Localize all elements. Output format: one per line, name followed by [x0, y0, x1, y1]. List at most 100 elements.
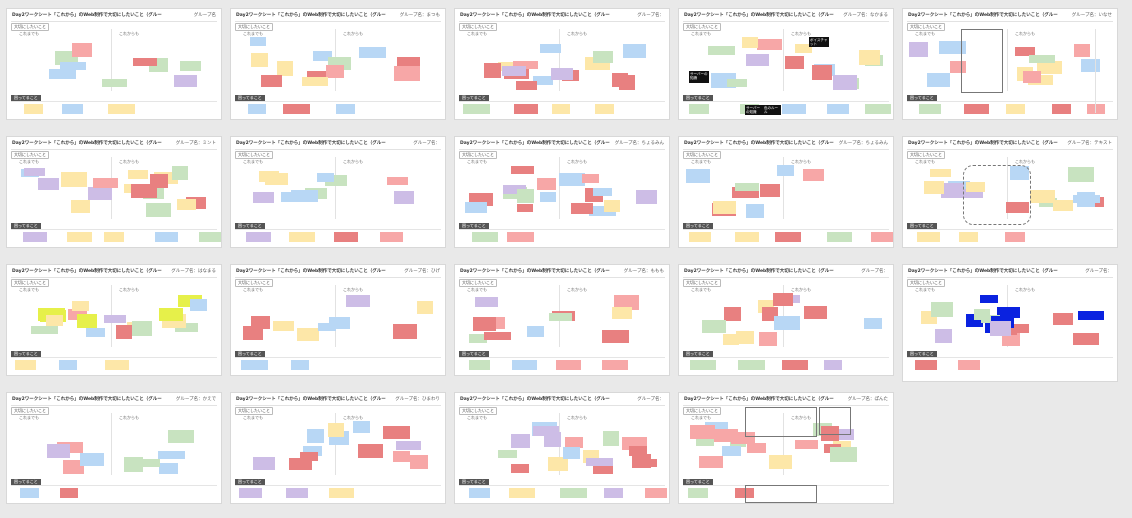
sticky-note[interactable] — [742, 37, 758, 48]
sticky-note[interactable] — [135, 459, 160, 467]
sticky-note[interactable] — [472, 232, 498, 242]
sticky-note[interactable] — [1037, 61, 1062, 74]
sticky-note[interactable] — [917, 232, 940, 242]
sticky-note[interactable] — [517, 189, 534, 203]
sticky-note[interactable] — [696, 438, 714, 446]
sticky-note[interactable] — [393, 324, 417, 339]
worksheet-frame[interactable]: Day2ワークシート「これから」のWeb制作で大切にしたいこと（グループワーク）… — [6, 264, 222, 376]
worksheet-frame[interactable]: Day2ワークシート「これから」のWeb制作で大切にしたいこと（グループワーク）… — [6, 8, 222, 120]
sticky-note[interactable] — [326, 65, 344, 78]
sticky-note[interactable] — [38, 178, 59, 190]
sticky-note[interactable] — [735, 232, 759, 242]
sticky-note[interactable] — [551, 68, 573, 80]
sticky-note[interactable] — [72, 301, 89, 311]
worksheet-frame[interactable]: Day2ワークシート「これから」のWeb制作で大切にしたいこと（グループワーク）… — [678, 136, 894, 248]
sticky-note[interactable] — [559, 173, 585, 186]
sticky-note[interactable] — [927, 73, 950, 87]
sticky-note[interactable] — [689, 232, 711, 242]
sticky-note[interactable] — [302, 77, 328, 86]
sticky-note[interactable] — [713, 201, 736, 214]
sticky-note[interactable] — [612, 307, 632, 319]
sticky-note[interactable] — [821, 426, 839, 441]
worksheet-frame[interactable]: Day2ワークシート「これから」のWeb制作で大切にしたいこと（グループワーク）… — [902, 8, 1118, 120]
sticky-note[interactable] — [1087, 104, 1105, 114]
sticky-note[interactable] — [757, 39, 782, 50]
sticky-note[interactable] — [714, 429, 738, 442]
sticky-note[interactable] — [1074, 44, 1090, 57]
sticky-note[interactable] — [72, 43, 92, 57]
sticky-note[interactable] — [533, 76, 553, 85]
sticky-note[interactable] — [128, 170, 148, 179]
sticky-note[interactable] — [1053, 200, 1073, 211]
sticky-note[interactable] — [827, 232, 852, 242]
sticky-note[interactable] — [63, 460, 84, 474]
sticky-note-dark[interactable]: サーバーの知識 — [745, 105, 763, 115]
sticky-note[interactable] — [727, 79, 747, 87]
sticky-note[interactable] — [517, 204, 533, 212]
sticky-note[interactable] — [1081, 59, 1100, 72]
sticky-note[interactable] — [527, 326, 544, 337]
sticky-note[interactable] — [60, 488, 78, 498]
sticky-note[interactable] — [104, 232, 124, 242]
sticky-note[interactable] — [556, 360, 581, 370]
sticky-note[interactable] — [273, 321, 294, 331]
sticky-note[interactable] — [509, 488, 535, 498]
sticky-note[interactable] — [533, 426, 559, 436]
sticky-note[interactable] — [1002, 333, 1020, 346]
sticky-note[interactable] — [593, 188, 612, 196]
sticky-note[interactable] — [473, 317, 496, 331]
sticky-note[interactable] — [313, 51, 332, 61]
sticky-note[interactable] — [593, 466, 613, 474]
sticky-note[interactable] — [775, 232, 801, 242]
sticky-note[interactable] — [511, 464, 529, 473]
sticky-note[interactable] — [966, 182, 985, 192]
sticky-note[interactable] — [997, 307, 1020, 318]
sticky-note[interactable] — [516, 81, 537, 90]
sticky-note[interactable] — [563, 447, 580, 459]
sticky-note[interactable] — [803, 169, 824, 181]
sticky-note[interactable] — [397, 57, 420, 66]
sticky-note[interactable] — [864, 318, 882, 329]
sticky-note[interactable] — [168, 430, 194, 443]
sticky-note[interactable] — [71, 200, 90, 213]
sticky-note[interactable] — [303, 446, 322, 456]
worksheet-frame[interactable]: Day2ワークシート「これから」のWeb制作で大切にしたいこと（グループワーク）… — [454, 8, 670, 120]
sticky-note[interactable] — [636, 190, 657, 204]
sticky-note[interactable] — [804, 306, 827, 319]
sticky-note[interactable] — [565, 437, 583, 448]
sticky-note[interactable] — [277, 61, 293, 76]
sticky-note[interactable] — [507, 232, 534, 242]
sticky-note[interactable] — [158, 451, 185, 459]
sticky-note[interactable] — [57, 442, 83, 453]
sticky-note[interactable] — [49, 69, 76, 79]
sticky-note[interactable] — [251, 53, 268, 67]
worksheet-frame[interactable]: Day2ワークシート「これから」のWeb制作で大切にしたいこと（グループワーク）… — [678, 8, 894, 120]
sticky-note[interactable] — [80, 453, 104, 466]
sticky-note[interactable] — [595, 104, 614, 114]
worksheet-frame[interactable]: Day2ワークシート「これから」のWeb制作で大切にしたいこと（グループワーク）… — [902, 264, 1118, 382]
sticky-note[interactable] — [336, 104, 355, 114]
sticky-note[interactable] — [723, 334, 739, 345]
sticky-note[interactable] — [1053, 313, 1073, 325]
sticky-note-dark[interactable]: 色のルール — [763, 105, 781, 115]
sticky-note[interactable] — [964, 104, 989, 114]
sticky-note[interactable] — [133, 58, 157, 66]
sticky-note[interactable] — [746, 54, 769, 66]
sticky-note[interactable] — [469, 488, 490, 498]
sticky-note[interactable] — [512, 360, 537, 370]
sticky-note[interactable] — [931, 302, 953, 317]
sticky-note[interactable] — [177, 199, 196, 210]
sticky-note[interactable] — [469, 360, 490, 370]
worksheet-frame[interactable]: Day2ワークシート「これから」のWeb制作で大切にしたいこと（グループワーク）… — [454, 392, 670, 504]
sticky-note[interactable] — [289, 458, 312, 470]
sticky-note[interactable] — [782, 104, 806, 114]
sticky-note[interactable] — [359, 47, 386, 58]
sticky-note[interactable] — [957, 189, 983, 198]
worksheet-frame[interactable]: Day2ワークシート「これから」のWeb制作で大切にしたいこと（グループワーク）… — [230, 8, 446, 120]
sticky-note[interactable] — [174, 75, 197, 87]
sticky-note[interactable] — [865, 104, 891, 114]
sticky-note[interactable] — [190, 299, 207, 311]
sticky-note[interactable] — [104, 315, 126, 323]
sticky-note[interactable] — [705, 422, 728, 430]
sticky-note[interactable] — [283, 104, 310, 114]
